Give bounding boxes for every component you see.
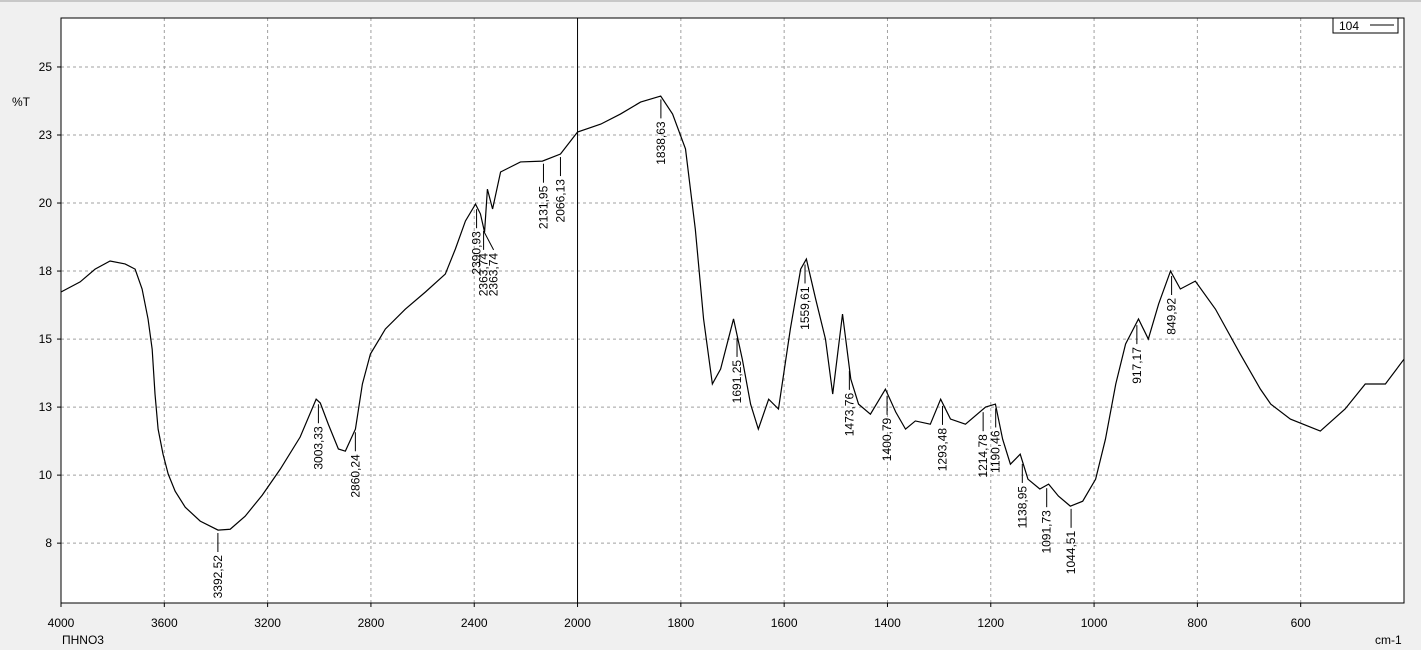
peak-label: 1293,48 <box>935 428 949 472</box>
x-tick-label: 1000 <box>1081 616 1108 630</box>
x-tick-label: 3200 <box>254 616 281 630</box>
peak-label: 2860,24 <box>348 454 362 498</box>
peak-label: 1091,73 <box>1040 510 1054 554</box>
peak-label: 1473,76 <box>842 393 856 437</box>
x-tick-label: 3600 <box>151 616 178 630</box>
peak-label: 1190,46 <box>989 430 1003 473</box>
y-tick-label: 8 <box>45 536 52 550</box>
x-tick-label: 600 <box>1291 616 1311 630</box>
peak-label: 1214,78 <box>976 434 990 478</box>
x-axis-label: cm-1 <box>1375 633 1402 647</box>
x-tick-label: 1200 <box>977 616 1004 630</box>
y-tick-label: 15 <box>39 332 53 346</box>
peak-label: 2363,74 <box>477 253 491 297</box>
y-tick-label: 23 <box>39 128 53 142</box>
y-tick-label: 13 <box>39 400 53 414</box>
peak-label: 1400,79 <box>880 417 894 461</box>
legend: 104 <box>1332 17 1399 34</box>
x-tick-label: 2400 <box>461 616 488 630</box>
peak-label: 2066,13 <box>553 179 567 223</box>
peak-label: 917,17 <box>1130 347 1144 384</box>
peak-label: 2131,95 <box>536 185 550 229</box>
legend-label: 104 <box>1339 19 1359 33</box>
x-tick-label: 800 <box>1187 616 1207 630</box>
legend-box <box>1332 17 1399 34</box>
x-tick-label: 2000 <box>564 616 591 630</box>
y-tick-label: 10 <box>39 468 53 482</box>
plot-frame <box>60 17 1405 604</box>
y-tick-label: 18 <box>39 264 53 278</box>
spectrum-line <box>60 95 1405 531</box>
peak-label: 1559,61 <box>798 286 812 330</box>
x-tick-label: 1800 <box>667 616 694 630</box>
y-axis-label: %T <box>12 95 31 109</box>
peak-label: 3003,33 <box>311 426 325 470</box>
peak-label: 1838,63 <box>654 121 668 165</box>
peak-label: 1138,95 <box>1015 486 1029 529</box>
x-tick-label: 1400 <box>874 616 901 630</box>
x-tick-label: 2800 <box>358 616 385 630</box>
peak-label: 2363,74 <box>487 253 501 297</box>
sample-label: ПHNO3 <box>62 633 104 647</box>
y-tick-label: 20 <box>39 196 53 210</box>
peak-label: 3392,52 <box>211 555 225 599</box>
peak-label: 849,92 <box>1165 298 1179 335</box>
x-tick-label: 4000 <box>48 616 75 630</box>
peak-leader <box>483 230 495 251</box>
x-tick-label: 1600 <box>771 616 798 630</box>
peak-label: 2390,93 <box>470 231 484 275</box>
peak-label: 1044,51 <box>1064 531 1078 575</box>
y-tick-label: 25 <box>39 60 53 74</box>
peak-label: 1691,25 <box>730 360 744 404</box>
plot-area <box>61 18 1404 603</box>
